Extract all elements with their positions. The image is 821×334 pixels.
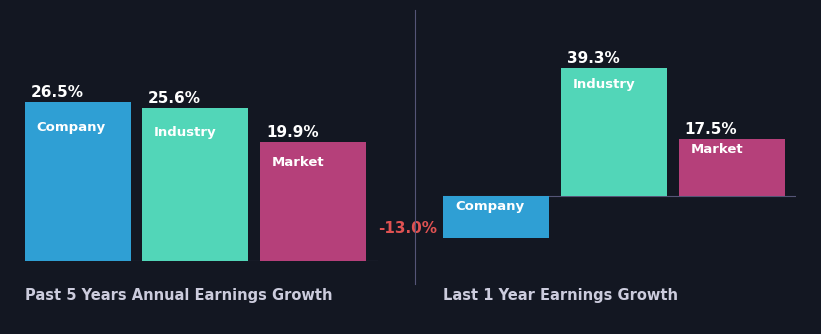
Bar [561, 68, 667, 196]
Text: Company: Company [455, 200, 525, 213]
Text: Past 5 Years Annual Earnings Growth: Past 5 Years Annual Earnings Growth [25, 288, 333, 303]
Text: 39.3%: 39.3% [567, 51, 620, 66]
Bar [443, 196, 549, 238]
Bar [142, 108, 248, 261]
Text: Company: Company [36, 121, 106, 134]
Bar [679, 139, 785, 196]
Text: Market: Market [272, 156, 324, 169]
Bar [25, 102, 131, 261]
Text: Industry: Industry [573, 78, 635, 91]
Text: Market: Market [690, 143, 743, 156]
Text: 25.6%: 25.6% [149, 91, 201, 106]
Text: 19.9%: 19.9% [266, 125, 319, 140]
Text: 17.5%: 17.5% [685, 122, 737, 137]
Bar [260, 142, 366, 261]
Text: 26.5%: 26.5% [30, 86, 84, 100]
Text: Last 1 Year Earnings Growth: Last 1 Year Earnings Growth [443, 288, 678, 303]
Text: Industry: Industry [154, 126, 217, 139]
Text: -13.0%: -13.0% [378, 221, 438, 236]
